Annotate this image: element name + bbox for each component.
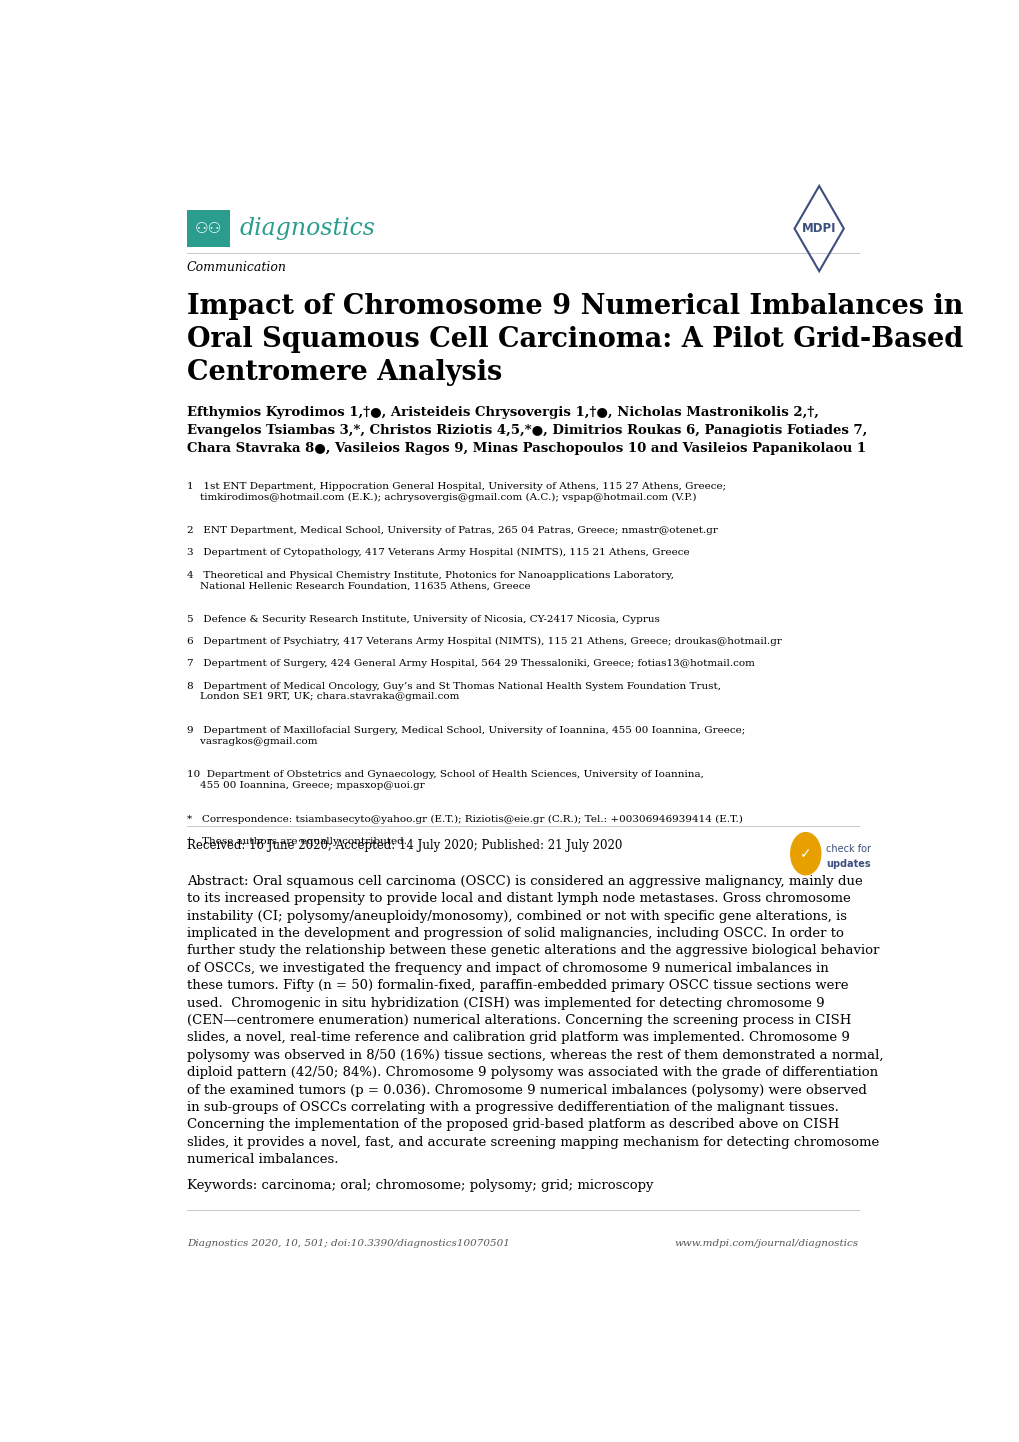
Text: 9   Department of Maxillofacial Surgery, Medical School, University of Ioannina,: 9 Department of Maxillofacial Surgery, M… (186, 725, 744, 746)
Text: 7   Department of Surgery, 424 General Army Hospital, 564 29 Thessaloniki, Greec: 7 Department of Surgery, 424 General Arm… (186, 659, 754, 669)
Text: Efthymios Kyrodimos 1,†●, Aristeideis Chrysovergis 1,†●, Nicholas Mastronikolis : Efthymios Kyrodimos 1,†●, Aristeideis Ch… (186, 407, 866, 456)
Text: 4   Theoretical and Physical Chemistry Institute, Photonics for Nanoapplications: 4 Theoretical and Physical Chemistry Ins… (186, 571, 674, 590)
Text: updates: updates (825, 858, 870, 868)
Text: 5   Defence & Security Research Institute, University of Nicosia, CY-2417 Nicosi: 5 Defence & Security Research Institute,… (186, 614, 659, 624)
Text: Diagnostics 2020, 10, 501; doi:10.3390/diagnostics10070501: Diagnostics 2020, 10, 501; doi:10.3390/d… (186, 1239, 510, 1247)
Text: Impact of Chromosome 9 Numerical Imbalances in
Oral Squamous Cell Carcinoma: A P: Impact of Chromosome 9 Numerical Imbalan… (186, 293, 962, 385)
Text: ⚇⚇: ⚇⚇ (195, 221, 222, 236)
Text: Received: 16 June 2020; Accepted: 14 July 2020; Published: 21 July 2020: Received: 16 June 2020; Accepted: 14 Jul… (186, 839, 622, 852)
Text: Abstract: Oral squamous cell carcinoma (OSCC) is considered an aggressive malign: Abstract: Oral squamous cell carcinoma (… (186, 875, 882, 1167)
Text: Keywords: carcinoma; oral; chromosome; polysomy; grid; microscopy: Keywords: carcinoma; oral; chromosome; p… (186, 1180, 652, 1193)
Text: 6   Department of Psychiatry, 417 Veterans Army Hospital (NIMTS), 115 21 Athens,: 6 Department of Psychiatry, 417 Veterans… (186, 637, 781, 646)
Text: ✓: ✓ (799, 846, 811, 861)
Text: *   Correspondence: tsiambasecyto@yahoo.gr (E.T.); Riziotis@eie.gr (C.R.); Tel.:: * Correspondence: tsiambasecyto@yahoo.gr… (186, 815, 742, 823)
Text: 1   1st ENT Department, Hippocration General Hospital, University of Athens, 115: 1 1st ENT Department, Hippocration Gener… (186, 482, 726, 502)
Text: Communication: Communication (186, 261, 286, 274)
Text: www.mdpi.com/journal/diagnostics: www.mdpi.com/journal/diagnostics (674, 1239, 858, 1247)
Text: 3   Department of Cytopathology, 417 Veterans Army Hospital (NIMTS), 115 21 Athe: 3 Department of Cytopathology, 417 Veter… (186, 548, 689, 558)
Text: †   These authors are equally contributed.: † These authors are equally contributed. (186, 836, 407, 846)
Text: 2   ENT Department, Medical School, University of Patras, 265 04 Patras, Greece;: 2 ENT Department, Medical School, Univer… (186, 526, 717, 535)
Text: MDPI: MDPI (801, 222, 836, 235)
Text: diagnostics: diagnostics (239, 218, 375, 239)
Text: 8   Department of Medical Oncology, Guy’s and St Thomas National Health System F: 8 Department of Medical Oncology, Guy’s … (186, 682, 720, 701)
Text: check for: check for (825, 844, 870, 854)
Text: 10  Department of Obstetrics and Gynaecology, School of Health Sciences, Univers: 10 Department of Obstetrics and Gynaecol… (186, 770, 703, 790)
FancyBboxPatch shape (186, 209, 230, 248)
Circle shape (790, 832, 820, 875)
